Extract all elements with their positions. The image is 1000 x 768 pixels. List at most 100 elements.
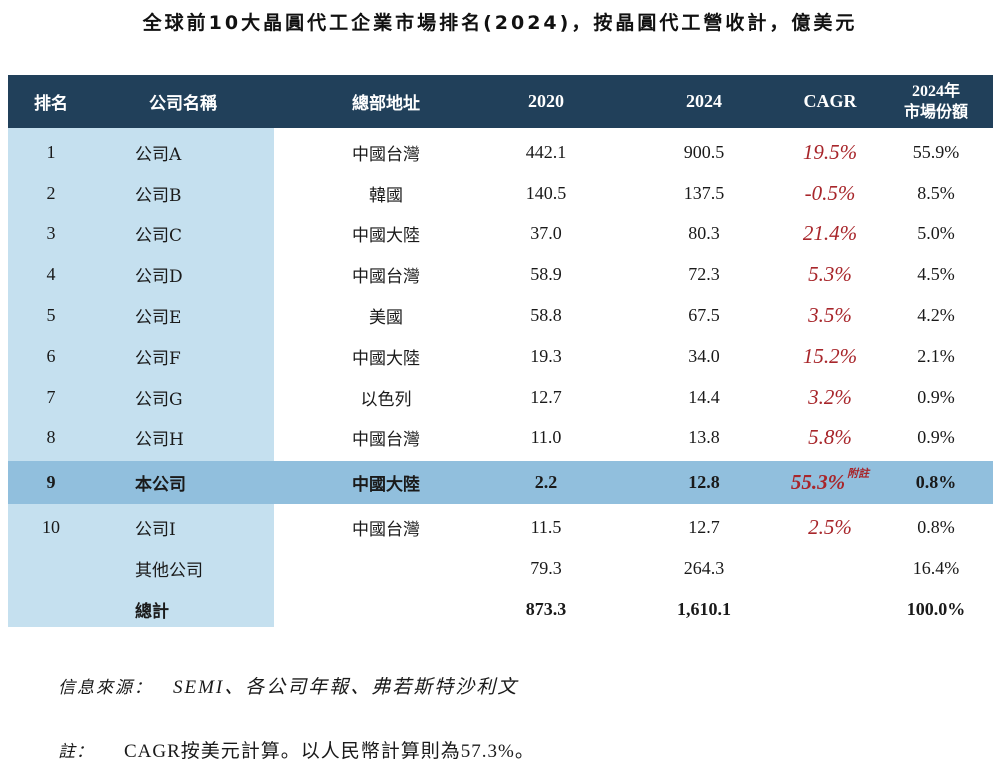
cell-rank: 7 bbox=[46, 386, 56, 407]
cell-share: 4.5% bbox=[917, 264, 955, 285]
table-row: 6 公司F 中國大陸 19.3 34.0 15.2% 2.1% bbox=[8, 336, 993, 377]
cell-cagr: 5.3% bbox=[808, 262, 852, 287]
cell-rank: 10 bbox=[42, 517, 60, 538]
cell-company: 公司B bbox=[135, 185, 182, 206]
cell-rank: 8 bbox=[46, 427, 56, 448]
cell-company: 公司C bbox=[135, 226, 183, 247]
cell-cagr bbox=[768, 589, 892, 630]
cell-2020: 37.0 bbox=[530, 223, 562, 244]
table-row: 10 公司I 中國台灣 11.5 12.7 2.5% 0.8% bbox=[8, 507, 993, 548]
cell-2020: 12.7 bbox=[530, 386, 562, 407]
table-row: 1 公司A 中國台灣 442.1 900.5 19.5% 55.9% bbox=[8, 132, 993, 173]
cell-hq: 中國台灣 bbox=[352, 267, 420, 288]
source-text: SEMI、各公司年報、弗若斯特沙利文 bbox=[173, 677, 519, 698]
cell-hq bbox=[288, 589, 484, 630]
cell-company: 總計 bbox=[135, 601, 169, 622]
header-company: 公司名稱 bbox=[149, 94, 217, 114]
cagr-note: 註： CAGR按美元計算。以人民幣計算則為57.3%。 bbox=[58, 736, 535, 763]
note-label: 註： bbox=[58, 742, 94, 762]
cell-2024: 12.8 bbox=[688, 472, 720, 493]
cell-share: 4.2% bbox=[917, 305, 955, 326]
cell-2024: 900.5 bbox=[683, 141, 725, 162]
cell-hq: 中國大陸 bbox=[352, 226, 420, 247]
cell-cagr: 3.5% bbox=[808, 303, 852, 328]
cell-hq: 以色列 bbox=[360, 389, 412, 410]
cell-cagr: 2.5% bbox=[808, 515, 852, 540]
table-row: 8 公司H 中國台灣 11.0 13.8 5.8% 0.9% bbox=[8, 418, 993, 459]
cell-share: 100.0% bbox=[906, 598, 966, 619]
cell-2024: 80.3 bbox=[688, 223, 720, 244]
cell-2024: 264.3 bbox=[683, 558, 725, 579]
cell-share: 16.4% bbox=[912, 558, 960, 579]
cell-rank: 9 bbox=[46, 472, 56, 493]
cell-cagr: 3.2% bbox=[808, 384, 852, 409]
cell-company: 公司H bbox=[135, 430, 184, 451]
cell-rank: 2 bbox=[46, 182, 56, 203]
cell-cagr: 19.5% bbox=[802, 139, 858, 164]
table-row: 7 公司G 以色列 12.7 14.4 3.2% 0.9% bbox=[8, 377, 993, 418]
cell-2024: 13.8 bbox=[688, 427, 720, 448]
header-market-share: 2024年 市場份額 bbox=[886, 75, 986, 128]
header-2020: 2020 bbox=[528, 91, 564, 111]
cell-company: 公司A bbox=[135, 144, 182, 165]
cell-rank bbox=[8, 589, 94, 630]
footnotes: 信息來源： SEMI、各公司年報、弗若斯特沙利文 註： CAGR按美元計算。以人民幣… bbox=[58, 672, 534, 762]
cell-2024: 137.5 bbox=[683, 182, 725, 203]
cell-company: 本公司 bbox=[135, 475, 186, 496]
table-row: 4 公司D 中國台灣 58.9 72.3 5.3% 4.5% bbox=[8, 254, 993, 295]
cell-cagr: 21.4% bbox=[802, 221, 858, 246]
footnote-marker: 附註 bbox=[847, 466, 870, 480]
cell-hq: 美國 bbox=[369, 308, 403, 329]
source-label: 信息來源： bbox=[58, 678, 153, 698]
cell-cagr: -0.5% bbox=[804, 180, 856, 205]
cell-2020: 873.3 bbox=[525, 598, 567, 619]
header-hq: 總部地址 bbox=[352, 94, 420, 114]
cell-company: 公司F bbox=[135, 348, 181, 369]
cell-rank bbox=[8, 548, 94, 589]
table-row-highlighted-own-company: 9 本公司 中國大陸 2.2 12.8 55.3% 附註 0.8% bbox=[8, 461, 993, 505]
table-row: 2 公司B 韓國 140.5 137.5 -0.5% 8.5% bbox=[8, 173, 993, 214]
cell-share: 5.0% bbox=[917, 223, 955, 244]
cell-cagr: 5.8% bbox=[808, 425, 852, 450]
cagr-value: 55.3% bbox=[790, 470, 846, 495]
header-rank: 排名 bbox=[34, 94, 68, 114]
cell-2024: 1,610.1 bbox=[677, 598, 731, 619]
cell-hq: 中國台灣 bbox=[352, 520, 420, 541]
cell-share: 55.9% bbox=[912, 141, 960, 162]
header-share-year: 2024年 bbox=[911, 82, 960, 100]
cell-share: 2.1% bbox=[917, 345, 955, 366]
table-row-others: 其他公司 79.3 264.3 16.4% bbox=[8, 548, 993, 589]
source-note: 信息來源： SEMI、各公司年報、弗若斯特沙利文 bbox=[58, 672, 518, 699]
cell-2020: 11.0 bbox=[530, 427, 562, 448]
ranking-table: 排名 公司名稱 總部地址 2020 2024 CAGR 2024年 市場份額 bbox=[8, 75, 993, 128]
cell-2024: 72.3 bbox=[688, 264, 720, 285]
table-row: 5 公司E 美國 58.8 67.5 3.5% 4.2% bbox=[8, 295, 993, 336]
cell-rank: 1 bbox=[46, 141, 56, 162]
rank-company-column-bg bbox=[8, 128, 274, 627]
cell-share: 0.8% bbox=[915, 472, 957, 493]
cell-company: 其他公司 bbox=[135, 561, 203, 582]
cell-cagr: 55.3% 附註 bbox=[768, 461, 892, 504]
cell-hq: 中國大陸 bbox=[352, 475, 420, 496]
cell-2020: 58.9 bbox=[530, 264, 562, 285]
cell-rank: 4 bbox=[46, 264, 56, 285]
cell-share: 0.8% bbox=[917, 517, 955, 538]
header-share-label: 市場份額 bbox=[903, 101, 968, 121]
cell-2024: 67.5 bbox=[688, 305, 720, 326]
page-title: 全球前10大晶圓代工企業市場排名(2024)，按晶圓代工營收計，億美元 bbox=[142, 12, 858, 34]
cell-company: 公司D bbox=[135, 267, 183, 288]
cell-hq: 中國大陸 bbox=[352, 348, 420, 369]
cell-rank: 6 bbox=[46, 345, 56, 366]
header-2024: 2024 bbox=[686, 91, 722, 111]
cell-cagr bbox=[768, 548, 892, 589]
header-cagr: CAGR bbox=[803, 91, 857, 111]
note-text: CAGR按美元計算。以人民幣計算則為57.3%。 bbox=[124, 741, 535, 762]
cell-2020: 58.8 bbox=[530, 305, 562, 326]
cell-2020: 79.3 bbox=[530, 558, 562, 579]
cell-hq: 中國台灣 bbox=[352, 430, 420, 451]
cell-2024: 14.4 bbox=[688, 386, 720, 407]
cell-2020: 2.2 bbox=[534, 472, 558, 493]
cell-2020: 442.1 bbox=[525, 141, 567, 162]
cell-2020: 140.5 bbox=[525, 182, 567, 203]
cell-hq bbox=[288, 548, 484, 589]
